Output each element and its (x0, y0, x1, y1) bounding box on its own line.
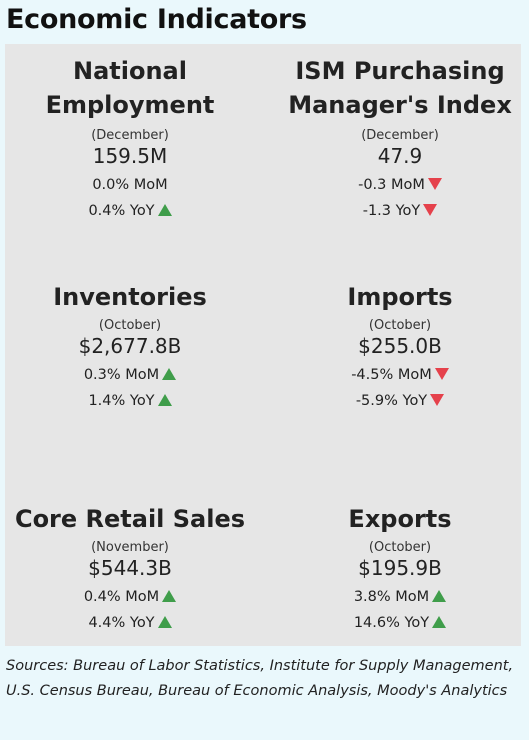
yoy-text: -5.9% YoY (355, 393, 428, 409)
yoy-text: -1.3 YoY (362, 203, 421, 219)
mom-text: -0.3 MoM (358, 177, 425, 193)
up-arrow-icon (432, 590, 447, 602)
indicator-name-line: National (73, 57, 187, 85)
up-arrow-icon (432, 616, 447, 628)
indicator-value: $544.3B (88, 556, 172, 580)
indicator-yoy: 1.4% YoY (5, 392, 255, 410)
indicator-period: (December) (361, 128, 439, 143)
indicator-period: (October) (98, 318, 162, 333)
indicator-card-exports: Exports (October) $195.9B 3.8% MoM 14.6%… (275, 502, 525, 632)
indicator-mom: -4.5% MoM (275, 366, 525, 384)
indicator-card-core-retail-sales: Core Retail Sales (November) $544.3B 0.4… (5, 502, 255, 632)
mom-text: 0.4% MoM (83, 589, 160, 605)
yoy-text: 4.4% YoY (88, 615, 155, 631)
mom-text: 0.0% MoM (92, 177, 168, 193)
indicator-period: (December) (91, 128, 169, 143)
indicator-mom: 0.0% MoM (5, 176, 255, 194)
indicator-name-line: Employment (45, 91, 215, 119)
indicator-yoy: 14.6% YoY (275, 614, 525, 632)
indicator-name: ISM Purchasing Manager's Index (275, 54, 525, 122)
down-arrow-icon (423, 204, 438, 216)
indicator-yoy: 4.4% YoY (5, 614, 255, 632)
indicator-value: 47.9 (377, 144, 423, 168)
yoy-text: 0.4% YoY (88, 203, 155, 219)
down-arrow-icon (430, 394, 445, 406)
up-arrow-icon (162, 368, 177, 380)
indicator-yoy: 0.4% YoY (5, 202, 255, 220)
indicator-name: Core Retail Sales (14, 505, 246, 533)
up-arrow-icon (157, 204, 172, 216)
indicator-period: (October) (368, 540, 432, 555)
page-title: Economic Indicators (6, 4, 307, 35)
indicator-mom: 0.3% MoM (5, 366, 255, 384)
sources-note: Sources: Bureau of Labor Statistics, Ins… (6, 658, 514, 699)
indicator-name: Imports (347, 283, 453, 311)
down-arrow-icon (427, 178, 442, 190)
indicator-period: (October) (368, 318, 432, 333)
indicator-mom: 3.8% MoM (275, 588, 525, 606)
indicator-name: National Employment (5, 54, 255, 122)
indicator-name-line: Manager's Index (288, 91, 512, 119)
indicator-yoy: -1.3 YoY (275, 202, 525, 220)
yoy-text: 14.6% YoY (353, 615, 430, 631)
indicator-value: $255.0B (358, 334, 442, 358)
indicator-card-inventories: Inventories (October) $2,677.8B 0.3% MoM… (5, 280, 255, 410)
mom-text: -4.5% MoM (351, 367, 432, 383)
yoy-text: 1.4% YoY (88, 393, 155, 409)
down-arrow-icon (434, 368, 449, 380)
indicators-panel: National Employment (December) 159.5M 0.… (5, 44, 521, 646)
indicator-card-imports: Imports (October) $255.0B -4.5% MoM -5.9… (275, 280, 525, 410)
indicator-card-ism-pmi: ISM Purchasing Manager's Index (December… (275, 54, 525, 220)
indicator-period: (November) (91, 540, 169, 555)
indicator-name: Inventories (53, 283, 207, 311)
indicator-name-line: ISM Purchasing (295, 57, 505, 85)
indicator-card-national-employment: National Employment (December) 159.5M 0.… (5, 54, 255, 220)
indicator-value: 159.5M (92, 144, 168, 168)
indicator-mom: 0.4% MoM (5, 588, 255, 606)
up-arrow-icon (162, 590, 177, 602)
up-arrow-icon (157, 394, 172, 406)
indicator-yoy: -5.9% YoY (275, 392, 525, 410)
indicator-name: Exports (348, 505, 452, 533)
indicator-value: $2,677.8B (78, 334, 182, 358)
indicator-mom: -0.3 MoM (275, 176, 525, 194)
up-arrow-icon (157, 616, 172, 628)
mom-text: 3.8% MoM (353, 589, 430, 605)
mom-text: 0.3% MoM (83, 367, 160, 383)
indicator-value: $195.9B (358, 556, 442, 580)
